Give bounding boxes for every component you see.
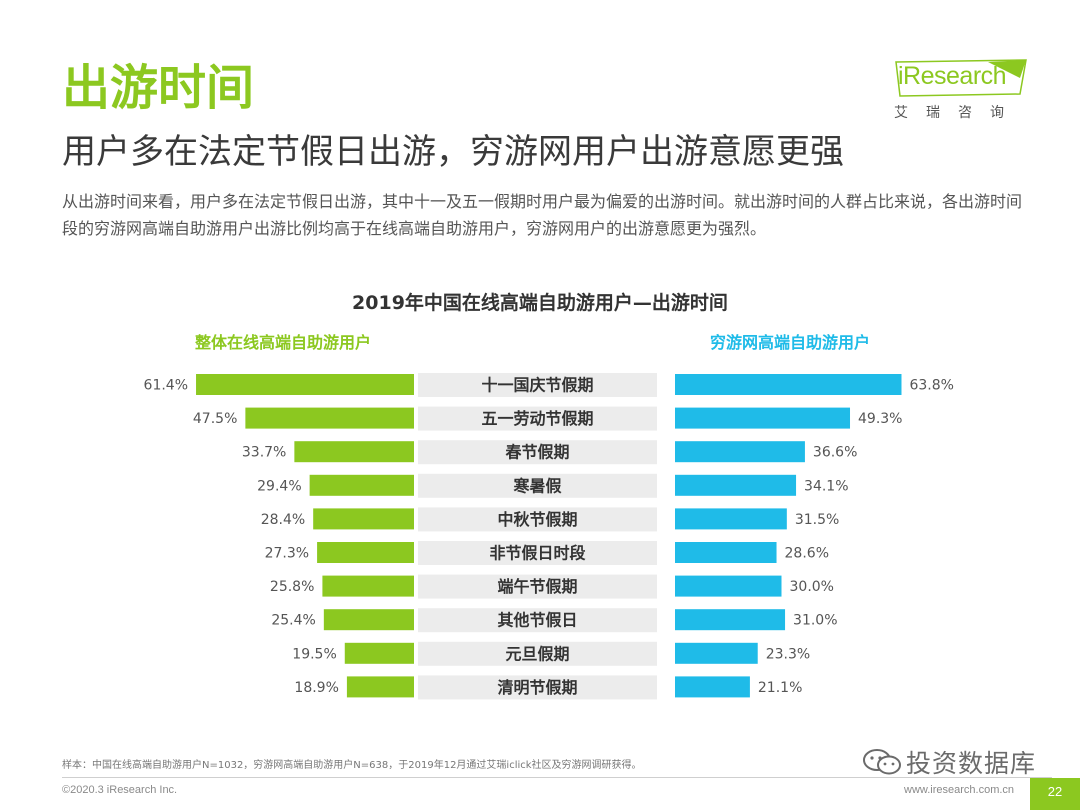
right-bar-label: 49.3% [858, 411, 902, 427]
category-label: 其他节假日 [497, 611, 577, 630]
right-bar-label: 23.3% [766, 646, 810, 662]
category-label: 十一国庆节假期 [481, 376, 593, 395]
right-bar [675, 441, 805, 463]
left-bar-label: 61.4% [144, 378, 188, 394]
logo-wordmark: iResearch [898, 62, 1007, 90]
wechat-icon [863, 749, 901, 775]
right-bar [675, 609, 786, 631]
category-label-bg [418, 608, 657, 633]
sample-footnote: 样本：中国在线高端自助游用户N=1032，穷游网高端自助游用户N=638，于20… [62, 760, 642, 771]
right-bar-label: 34.1% [804, 478, 848, 494]
logo-subtitle: 艾瑞咨询 [894, 105, 1022, 121]
logo-swoosh-icon [895, 59, 1027, 97]
left-bar [344, 642, 414, 664]
right-bar-label: 31.0% [793, 613, 837, 629]
footer-divider [62, 777, 1052, 778]
page-title: 出游时间 [62, 60, 255, 116]
left-bar [317, 542, 414, 563]
right-bar-label: 21.1% [758, 680, 802, 696]
left-bar-label: 27.3% [265, 546, 309, 562]
left-bar [313, 508, 414, 530]
right-bar-label: 28.6% [785, 546, 829, 562]
left-bar-label: 33.7% [242, 445, 286, 461]
right-bar [675, 374, 902, 395]
wechat-watermark: 投资数据库 [862, 744, 1062, 778]
category-label: 清明节假期 [497, 678, 577, 697]
right-bar-label: 36.6% [813, 445, 857, 461]
website-link[interactable]: www.iresearch.com.cn [904, 784, 1015, 796]
right-bar-label: 30.0% [790, 579, 834, 595]
category-label-bg [418, 406, 657, 431]
chart-title: 2019年中国在线高端自助游用户—出游时间 [352, 292, 728, 314]
left-bar-label: 47.5% [193, 411, 237, 427]
copyright: ©2020.3 iResearch Inc. [62, 784, 178, 796]
left-bar-label: 29.4% [257, 478, 301, 494]
category-label: 端午节假期 [497, 577, 577, 596]
category-label: 非节假日时段 [489, 544, 586, 563]
left-bar-label: 25.4% [271, 613, 315, 629]
right-bar [675, 542, 777, 563]
left-bar [323, 609, 414, 631]
left-bar-label: 28.4% [261, 512, 305, 528]
left-bar-label: 18.9% [294, 680, 338, 696]
category-label: 寒暑假 [512, 476, 562, 495]
right-bar-label: 63.8% [909, 378, 953, 394]
butterfly-bar-chart: 十一国庆节假期 61.4% 63.8% 五一劳动节假期 47.5% 49.3% 春节假期 33… [144, 373, 954, 700]
category-label-bg [418, 507, 657, 532]
legend-left-series: 整体在线高端自助游用户 [195, 333, 372, 352]
category-label-bg [418, 641, 657, 666]
left-bar [322, 575, 414, 597]
left-bar [346, 676, 414, 698]
right-bar [675, 407, 851, 429]
left-bar-label: 25.8% [270, 579, 314, 595]
category-label: 中秋节假期 [497, 510, 577, 529]
right-bar [675, 575, 782, 597]
category-label-bg [418, 440, 657, 465]
iresearch-logo: iResearch 艾瑞咨询 [892, 58, 1032, 128]
right-bar [675, 508, 787, 530]
right-bar [675, 676, 750, 698]
right-bar [675, 474, 797, 496]
category-label-bg [418, 541, 657, 565]
legend-right-series: 穷游网高端自助游用户 [710, 333, 871, 352]
page-description: 从出游时间来看，用户多在法定节假日出游，其中十一及五一假期时用户最为偏爱的出游时… [62, 192, 1023, 238]
left-bar [245, 407, 414, 429]
category-label-bg [418, 373, 657, 397]
left-bar [196, 374, 414, 395]
right-bar-label: 31.5% [795, 512, 839, 528]
page-number: 22 [1030, 778, 1080, 810]
page-subtitle: 用户多在法定节假日出游，穷游网用户出游意愿更强 [62, 132, 844, 172]
category-label-bg [418, 473, 657, 498]
right-bar [675, 642, 758, 664]
left-bar [309, 474, 414, 496]
category-label: 五一劳动节假期 [481, 409, 593, 428]
category-label: 元旦假期 [505, 644, 569, 663]
left-bar-label: 19.5% [292, 646, 336, 662]
category-label-bg [418, 574, 657, 599]
watermark-text: 投资数据库 [906, 749, 1037, 778]
left-bar [294, 441, 414, 463]
category-label-bg [418, 675, 657, 700]
category-label: 春节假期 [504, 443, 569, 462]
